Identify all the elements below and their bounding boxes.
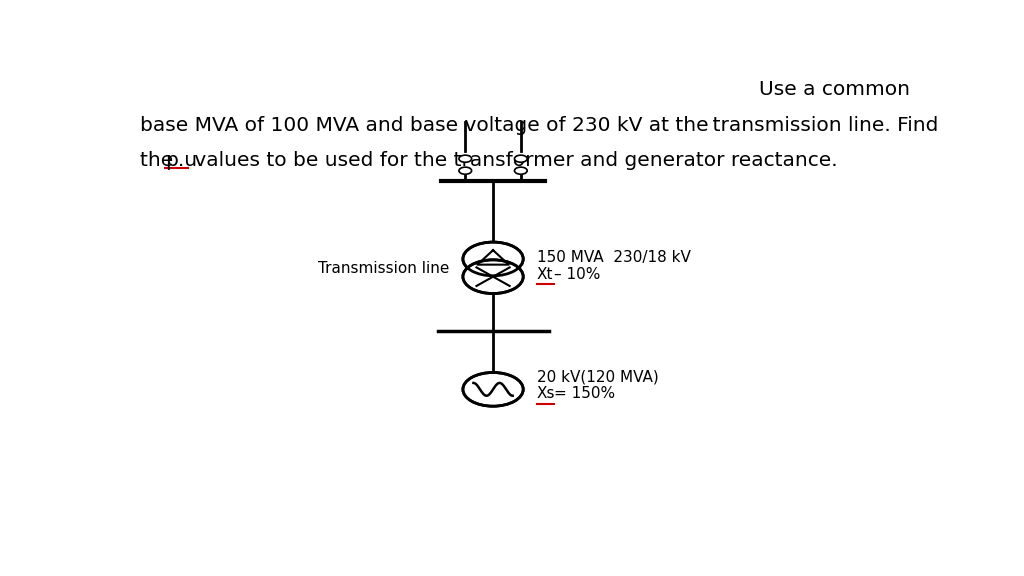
Text: = 150%: = 150%: [554, 386, 615, 401]
Circle shape: [459, 155, 472, 162]
Circle shape: [514, 155, 527, 162]
Text: the: the: [140, 151, 179, 170]
Text: 20 kV(120 MVA): 20 kV(120 MVA): [537, 370, 658, 385]
Text: Use a common: Use a common: [759, 80, 909, 99]
Text: values to be used for the transformer and generator reactance.: values to be used for the transformer an…: [187, 151, 838, 170]
Circle shape: [463, 260, 523, 294]
Text: Transmission line: Transmission line: [318, 261, 450, 276]
Text: Xt: Xt: [537, 267, 553, 282]
Text: – 10%: – 10%: [554, 267, 600, 282]
Text: p.u: p.u: [165, 151, 198, 170]
Text: 150 MVA  230/18 kV: 150 MVA 230/18 kV: [537, 250, 690, 265]
Text: Xs: Xs: [537, 386, 555, 401]
Circle shape: [514, 167, 527, 174]
Circle shape: [463, 373, 523, 406]
Circle shape: [459, 167, 472, 174]
Circle shape: [463, 242, 523, 276]
Text: base MVA of 100 MVA and base voltage of 230 kV at the transmission line. Find: base MVA of 100 MVA and base voltage of …: [140, 116, 938, 135]
